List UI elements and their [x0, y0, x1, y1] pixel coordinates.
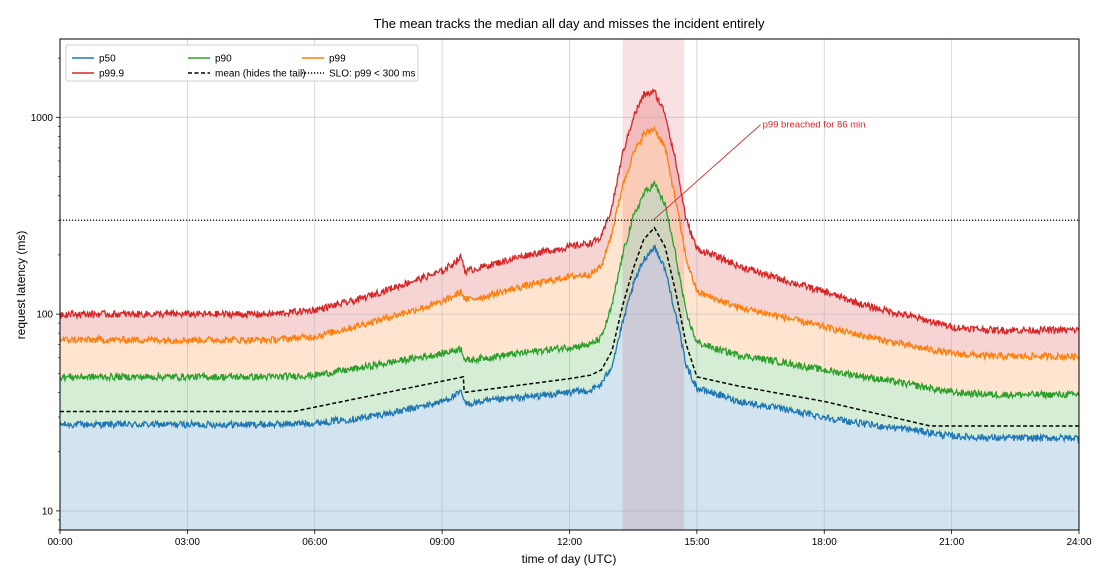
annotation-arrow: [652, 124, 761, 221]
series-line-p90: [60, 180, 1079, 400]
series-line-p99: [60, 125, 1079, 362]
series-line-mean: [60, 226, 1079, 427]
legend-entry: p90: [215, 54, 232, 65]
x-tick-label: 21:00: [939, 537, 964, 548]
y-tick-label: 10: [42, 506, 54, 517]
series-line-p50: [60, 244, 1079, 444]
plot-area: p99 breached for 86 min 00:00 03:00 06:00 09…: [31, 38, 1092, 548]
legend-entry: SLO: p99 < 300 ms: [329, 69, 415, 80]
y-tick-label: 1000: [31, 113, 54, 124]
legend-entry: p50: [99, 54, 116, 65]
x-tick-label: 03:00: [175, 537, 200, 548]
series-line-p99-9: [60, 87, 1079, 336]
legend: p50 p90 p99 p99.9 mean (hides the tail) SLO: …: [65, 44, 419, 82]
annotation-text: p99 breached for 86 min: [763, 120, 866, 131]
x-tick-label: 06:00: [302, 537, 327, 548]
x-tick-label: 00:00: [47, 537, 72, 548]
x-tick-label: 12:00: [557, 537, 582, 548]
y-axis-label: request latency (ms): [14, 231, 28, 340]
x-tick-label: 18:00: [812, 537, 837, 548]
legend-frame: [65, 44, 419, 82]
series-lines: [60, 87, 1079, 444]
x-tick-label: 15:00: [684, 537, 709, 548]
legend-entry: mean (hides the tail): [215, 69, 306, 80]
chart-title: The mean tracks the median all day and m…: [374, 16, 765, 31]
legend-entry: p99: [329, 54, 346, 65]
legend-entry: p99.9: [99, 69, 124, 80]
y-tick-label: 100: [36, 310, 53, 321]
x-tick-label: 24:00: [1066, 537, 1091, 548]
x-tick-label: 09:00: [430, 537, 455, 548]
x-axis-label: time of day (UTC): [522, 552, 617, 566]
